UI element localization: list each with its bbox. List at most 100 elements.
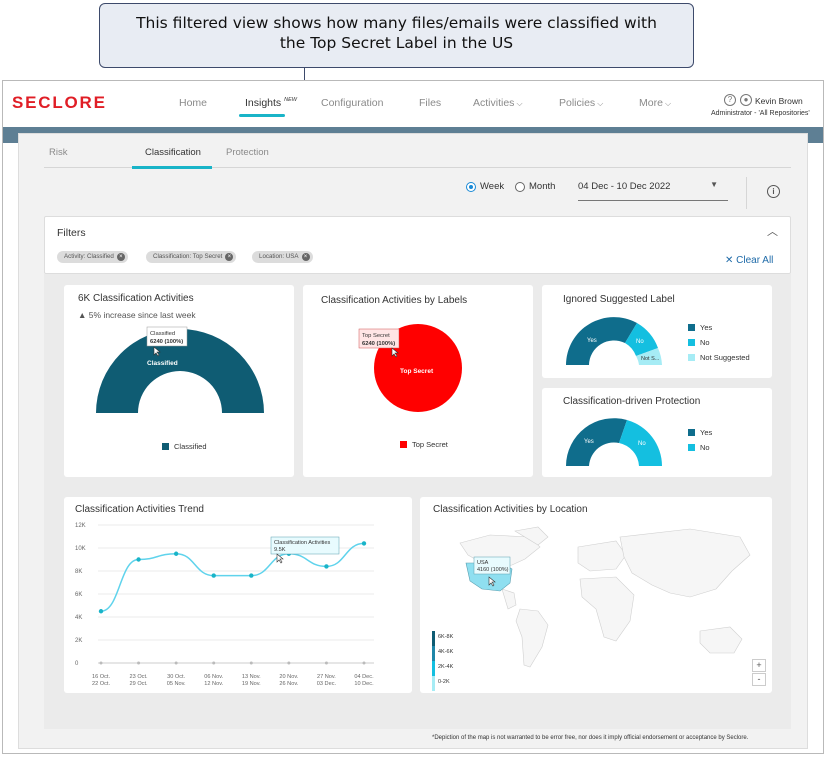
map-region-mexico (501, 588, 517, 610)
user-avatar-icon[interactable]: ● (740, 94, 752, 106)
clear-all-button[interactable]: ✕ Clear All (725, 255, 774, 266)
info-icon[interactable]: i (767, 185, 780, 198)
trend-data-point[interactable] (98, 609, 104, 614)
x-tick-label: 19 Nov. (242, 681, 261, 687)
tab-protection[interactable]: Protection (226, 147, 269, 158)
x-tick-mark (362, 661, 366, 665)
callout-text: This filtered view shows how many files/… (136, 14, 657, 52)
close-icon[interactable]: × (301, 253, 310, 261)
legend-swatch (688, 354, 695, 361)
x-tick-label: 23 Oct. (130, 674, 148, 680)
y-tick-label: 12K (75, 523, 86, 529)
zoom-out-button[interactable]: - (752, 673, 766, 686)
x-tick-mark (249, 661, 253, 665)
zoom-in-button[interactable]: + (752, 659, 766, 672)
map-legend-swatch (432, 631, 435, 646)
trend-data-point[interactable] (211, 573, 216, 578)
card-title: 6K Classification Activities (78, 293, 194, 304)
date-range-select[interactable]: 04 Dec - 10 Dec 2022 ▼ (578, 179, 728, 201)
month-radio[interactable]: Month (515, 181, 555, 192)
tab-classification[interactable]: Classification (145, 147, 201, 158)
filter-chip-label: Activity: Classified (64, 253, 114, 260)
map-legend-swatch (432, 661, 435, 676)
filter-chip-label: Classification: Top Secret (153, 253, 223, 260)
tooltip-box (146, 326, 188, 347)
segment-label: Not S... (641, 356, 660, 362)
ignored-donut-chart: Yes No Not S... (566, 317, 662, 365)
map-region-europe (577, 540, 627, 572)
map-region-south-america (515, 608, 549, 668)
legend-swatch (688, 429, 695, 436)
y-tick-label: 6K (75, 592, 82, 598)
donut-segment-not-suggested[interactable] (636, 348, 662, 365)
dashboard-content: 6K Classification Activities ▲ 5% increa… (44, 274, 791, 729)
trend-data-point[interactable] (249, 573, 254, 578)
radio-unselected-icon (515, 181, 525, 192)
tooltip-value: 6240 (100%) (150, 339, 183, 345)
app-window: SECLORE Home Insights NEW Configuration … (2, 80, 824, 754)
map-disclaimer: *Depiction of the map is not warranted t… (432, 735, 749, 741)
nav-activities-label: Activities (473, 97, 515, 109)
filter-chip-classification[interactable]: Classification: Top Secret × (146, 251, 237, 263)
cursor-icon (488, 576, 496, 587)
tooltip-box (473, 556, 511, 575)
donut-segment-yes[interactable] (566, 317, 637, 365)
y-tick-label: 0 (75, 661, 79, 667)
tooltip-value: 4160 (100%) (477, 567, 509, 573)
x-tick-label: 27 Nov. (317, 674, 336, 680)
x-tick-mark (287, 661, 291, 665)
map-region-africa (579, 576, 635, 642)
trend-data-point[interactable] (136, 557, 141, 562)
nav-activities[interactable]: Activities ⌵ (473, 97, 523, 109)
filter-chip-activity[interactable]: Activity: Classified × (57, 251, 128, 263)
legend-not-suggested: Not Suggested (688, 353, 750, 362)
nav-insights[interactable]: Insights NEW (245, 97, 297, 109)
labels-pie-chart: Top Secret Top Secret 6240 (100%) (358, 324, 462, 412)
help-icon[interactable]: ? (724, 94, 736, 106)
donut-segment-yes[interactable] (566, 418, 627, 466)
donut-segment-classified[interactable] (96, 329, 264, 413)
user-name[interactable]: Kevin Brown (755, 96, 803, 106)
x-tick-label: 03 Dec. (317, 681, 337, 687)
pie-slice-label: Top Secret (400, 368, 434, 375)
trend-data-point[interactable] (324, 564, 329, 569)
donut-segment-no[interactable] (619, 420, 662, 466)
nav-more[interactable]: More ⌵ (639, 97, 671, 109)
tab-risk[interactable]: Risk (49, 147, 68, 158)
chevron-up-icon[interactable]: ︿ (767, 226, 778, 238)
activities-by-location-card: Classification Activities by Location (420, 497, 772, 693)
donut-center-label: Classified (147, 360, 178, 367)
nav-home[interactable]: Home (179, 97, 208, 109)
ignored-suggested-label-card: Ignored Suggested Label Yes No Not S... … (542, 285, 772, 378)
map-legend-swatch (432, 676, 435, 691)
dropdown-caret-icon: ▼ (710, 180, 718, 189)
legend-swatch (688, 444, 695, 451)
close-icon[interactable]: × (225, 253, 234, 261)
week-radio[interactable]: Week (466, 181, 504, 192)
segment-label: No (638, 441, 646, 447)
trend-data-point[interactable] (173, 551, 179, 556)
x-tick-label: 26 Nov. (279, 681, 298, 687)
seclore-logo[interactable]: SECLORE (12, 93, 107, 112)
trend-data-point[interactable] (361, 541, 367, 546)
filter-chip-location[interactable]: Location: USA × (252, 251, 313, 263)
x-tick-label: 06 Nov. (204, 674, 223, 680)
legend-top-secret: Top Secret (400, 440, 448, 449)
legend-label: No (700, 443, 710, 452)
tooltip-box (270, 536, 340, 555)
x-tick-label: 20 Nov. (279, 674, 298, 680)
nav-files[interactable]: Files (419, 97, 442, 109)
card-title: Classification Activities by Location (433, 504, 588, 515)
insights-tabs: Risk Classification Protection (44, 142, 791, 169)
close-icon[interactable]: × (116, 253, 125, 261)
nav-policies[interactable]: Policies ⌵ (559, 97, 603, 109)
nav-configuration[interactable]: Configuration (321, 97, 384, 109)
callout-annotation: This filtered view shows how many files/… (99, 3, 694, 68)
legend-label: Yes (700, 323, 713, 332)
card-title: Ignored Suggested Label (563, 294, 675, 305)
legend-swatch (688, 324, 695, 331)
chevron-down-icon: ⌵ (597, 99, 604, 108)
donut-segment-no[interactable] (625, 323, 658, 356)
legend-label: No (700, 338, 710, 347)
legend-label: Top Secret (412, 440, 448, 449)
